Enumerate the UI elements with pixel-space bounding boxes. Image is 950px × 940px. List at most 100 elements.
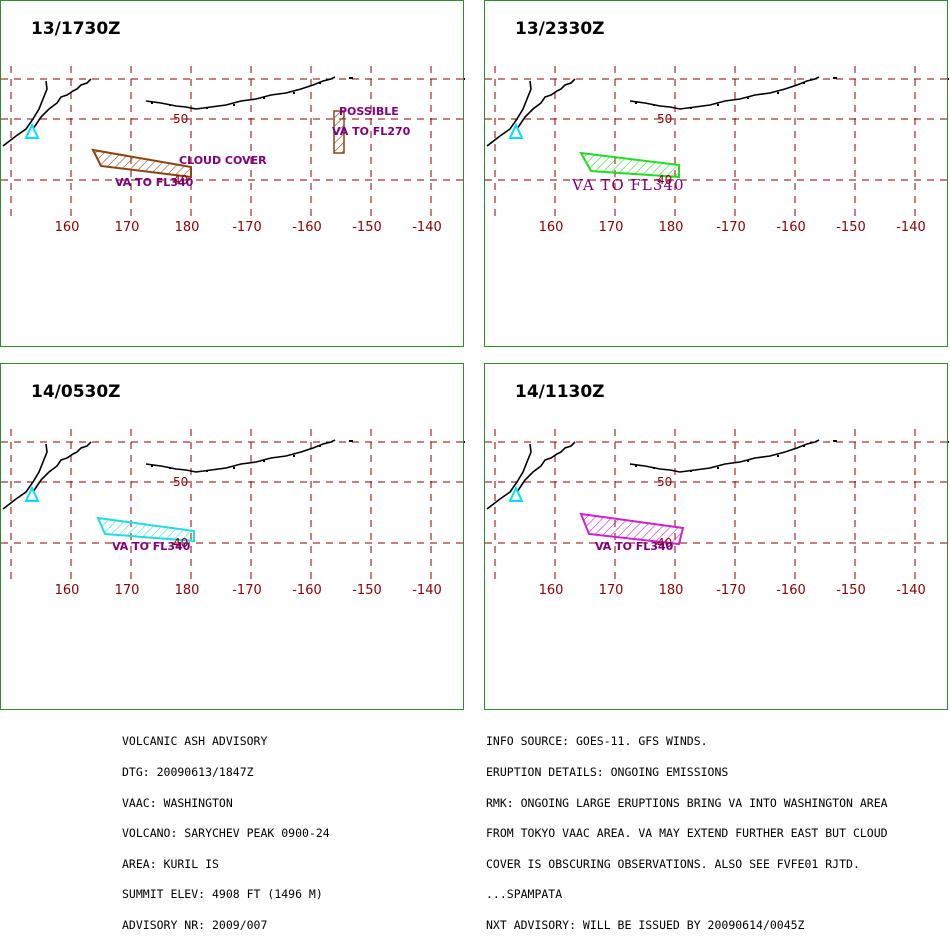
island-dot	[319, 82, 321, 84]
coastline	[32, 441, 92, 493]
island-dot	[803, 82, 805, 84]
longitude-label: -160	[292, 583, 322, 598]
map-panel: 14/0530Z 50 40 160 170 180 -170 -160 -150 -140 VA …	[0, 363, 465, 710]
coastline	[145, 439, 336, 473]
map-panel: 14/1130Z 50 40 160 170 180 -170 -160 -150 -140 VA …	[484, 363, 949, 710]
latitude-label: 50	[173, 475, 188, 489]
longitude-label: -170	[716, 220, 746, 235]
longitude-label: -160	[776, 583, 806, 598]
longitude-label: 160	[55, 583, 80, 598]
coastline	[516, 78, 576, 130]
coastline	[2, 80, 48, 147]
island-dot	[747, 460, 749, 462]
map-canvas: 50 40 160 170 180 -170 -160 -150 -140 VA TO FL340	[485, 429, 949, 598]
island-dot	[233, 104, 235, 106]
island-dot	[635, 102, 637, 104]
latitude-label: 40	[173, 173, 188, 187]
longitude-label: -150	[836, 220, 866, 235]
island-dot	[319, 445, 321, 447]
advisory-line: VOLCANO: SARYCHEV PEAK 0900-24	[122, 826, 330, 841]
longitude-label: -140	[412, 583, 442, 598]
island-dot	[653, 104, 655, 106]
coastline	[486, 443, 532, 510]
island-dot	[690, 107, 692, 109]
longitude-label: 170	[115, 220, 140, 235]
longitude-label: 180	[659, 220, 684, 235]
panel-time-label: 14/0530Z	[31, 382, 121, 402]
island-dot	[349, 77, 351, 79]
longitude-label: 160	[539, 220, 564, 235]
possible-ash-area	[333, 110, 345, 154]
coastline	[516, 441, 576, 493]
ash-annotation-label: VA TO FL340	[571, 176, 684, 194]
island-dot	[803, 445, 805, 447]
island-dot	[777, 455, 779, 457]
advisory-line: DTG: 20090613/1847Z	[122, 765, 254, 779]
ash-cloud-area	[96, 516, 195, 543]
island-dot	[206, 470, 208, 472]
ash-annotation-label: VA TO FL270	[332, 125, 411, 138]
longitude-label: -140	[896, 220, 926, 235]
ash-annotation-label: POSSIBLE	[339, 105, 399, 118]
ash-cloud-area	[91, 148, 192, 179]
island-dot	[717, 467, 719, 469]
island-dot	[464, 78, 465, 80]
ash-annotation-label: VA TO FL340	[112, 540, 191, 553]
latitude-label: 40	[657, 536, 672, 550]
island-dot	[747, 97, 749, 99]
island-dot	[293, 455, 295, 457]
advisory-line: ERUPTION DETAILS: ONGOING EMISSIONS	[486, 765, 729, 779]
longitude-label: -150	[836, 583, 866, 598]
longitude-label: -160	[292, 220, 322, 235]
volcano-triangle-icon	[24, 122, 40, 139]
island-dot	[263, 460, 265, 462]
island-dot	[635, 465, 637, 467]
longitude-label: 180	[175, 220, 200, 235]
longitude-label: -160	[776, 220, 806, 235]
island-dot	[948, 78, 949, 80]
latitude-label: 40	[173, 536, 188, 550]
advisory-line: ADVISORY NR: 2009/007	[122, 917, 268, 932]
latitude-label: 50	[657, 475, 672, 489]
map-canvas: 50 40 160 170 180 -170 -160 -150 -140 VA TO FL340	[1, 429, 465, 598]
island-dot	[151, 465, 153, 467]
advisory-line: NXT ADVISORY: WILL BE ISSUED BY 20090614…	[486, 917, 805, 932]
island-dot	[833, 440, 835, 442]
island-dot	[653, 467, 655, 469]
advisory-line: VAAC: WASHINGTON	[122, 795, 233, 810]
island-dot	[464, 441, 465, 443]
longitude-label: 160	[55, 220, 80, 235]
island-dot	[717, 104, 719, 106]
longitude-label: 160	[539, 583, 564, 598]
panel-time-label: 13/1730Z	[31, 19, 121, 39]
longitude-label: -170	[232, 220, 262, 235]
longitude-label: 180	[175, 583, 200, 598]
advisory-text-left: VOLCANIC ASH ADVISORY DTG: 20090613/1847…	[122, 716, 330, 940]
longitude-label: 170	[599, 220, 624, 235]
coastline	[32, 78, 92, 130]
map-canvas: 50 40 160 170 180 -170 -160 -150 -140 VA TO FL340	[485, 66, 949, 235]
longitude-label: 170	[115, 583, 140, 598]
advisory-line: INFO SOURCE: GOES-11. GFS WINDS.	[486, 734, 708, 749]
island-dot	[151, 102, 153, 104]
advisory-line: ...SPAMPATA	[486, 887, 563, 902]
volcano-triangle-icon	[24, 485, 40, 502]
island-dot	[690, 470, 692, 472]
island-dot	[263, 97, 265, 99]
panel-time-label: 14/1130Z	[515, 382, 605, 402]
latitude-label: 40	[657, 173, 672, 187]
ash-cloud-area	[579, 512, 685, 546]
advisory-line: VOLCANIC ASH ADVISORY	[122, 734, 268, 749]
island-dot	[948, 441, 949, 443]
island-dot	[349, 440, 351, 442]
island-dot	[777, 92, 779, 94]
island-dot	[169, 104, 171, 106]
island-dot	[351, 77, 353, 79]
longitude-label: -150	[352, 220, 382, 235]
longitude-label: -140	[896, 583, 926, 598]
longitude-label: -170	[232, 583, 262, 598]
advisory-line: FROM TOKYO VAAC AREA. VA MAY EXTEND FURT…	[486, 826, 888, 841]
island-dot	[233, 467, 235, 469]
longitude-label: -170	[716, 583, 746, 598]
coastline	[145, 76, 336, 110]
